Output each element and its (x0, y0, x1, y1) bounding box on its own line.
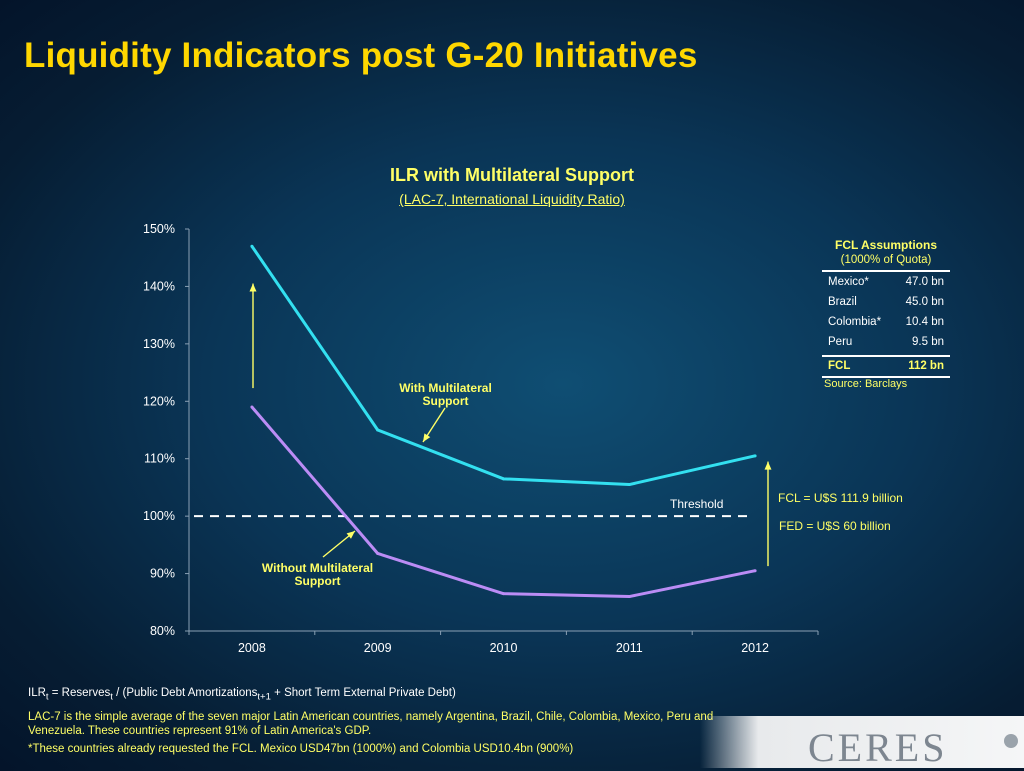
chart-title: ILR with Multilateral Support (390, 165, 634, 185)
fcl-source: Source: Barclays (824, 378, 908, 390)
x-tick-label: 2011 (616, 641, 643, 655)
fcl-total-label: FCL (828, 360, 851, 372)
annotation-without-support: Without Multilateral Support (261, 561, 374, 588)
arrow-head (249, 283, 257, 292)
fcl-total-row: FCL 112 bn (822, 355, 950, 378)
annotation-with-support: With Multilateral Support (399, 381, 492, 408)
fcl-total-value: 112 bn (908, 360, 944, 372)
y-tick-label: 120% (143, 394, 175, 408)
ilr-text: ILR (28, 687, 46, 699)
lac7-definition: LAC-7 is the simple average of the seven… (28, 711, 714, 738)
data-point (627, 595, 631, 599)
ceres-logo: CERES (808, 725, 948, 770)
chart-lines (194, 244, 757, 599)
arrow-head (764, 461, 772, 470)
slide-title: Liquidity Indicators post G-20 Initiativ… (24, 36, 698, 75)
fcl-row: Brazil 45.0 bn (822, 292, 950, 312)
chart-arrows (249, 283, 772, 567)
fcl-row: Colombia* 10.4 bn (822, 312, 950, 332)
y-tick-label: 130% (143, 337, 175, 351)
fcl-amount-label: FCL = U$S 111.9 billion (778, 491, 903, 505)
series-line-with-support (250, 245, 756, 487)
ilr-subscript: t (45, 691, 49, 703)
chart-axes (188, 229, 818, 632)
data-point (250, 405, 254, 409)
ilr-subscript: t+1 (257, 691, 271, 703)
y-tick-label: 100% (143, 509, 175, 523)
fcl-row: Mexico* 47.0 bn (822, 272, 950, 292)
y-tick-label: 80% (150, 624, 175, 638)
ilr-definition: ILRt = Reservest / (Public Debt Amortiza… (28, 686, 718, 704)
y-tick-label: 140% (143, 279, 175, 293)
fcl-row: Peru 9.5 bn (822, 332, 950, 352)
data-point (753, 454, 757, 458)
logo-dot-icon (1004, 734, 1018, 748)
logo-band (700, 716, 1024, 768)
data-point (502, 592, 505, 596)
threshold-label: Threshold (670, 497, 724, 511)
ilr-text: / (Public Debt Amortizations (112, 687, 258, 699)
ilr-subscript: t (110, 691, 113, 703)
data-point (376, 428, 380, 432)
arrow-head (423, 433, 431, 442)
data-point (250, 244, 254, 248)
fcl-value: 47.0 bn (905, 276, 944, 288)
x-tick-label: 2008 (238, 641, 266, 655)
ilr-text: + Short Term External Private Debt) (270, 687, 456, 699)
data-point (376, 551, 380, 555)
data-point (627, 483, 631, 487)
fcl-country: Mexico* (828, 276, 869, 288)
fcl-value: 45.0 bn (905, 296, 944, 308)
x-tick-label: 2010 (490, 641, 518, 655)
x-tick-label: 2009 (364, 641, 392, 655)
fcl-table-subtitle: (1000% of Quota) (822, 254, 950, 272)
y-tick-label: 90% (150, 567, 175, 581)
ilr-text: = Reserves (48, 687, 111, 699)
data-point (753, 569, 757, 573)
arrow-head (346, 531, 355, 539)
x-tick-label: 2012 (741, 641, 769, 655)
fcl-footnote: *These countries already requested the F… (28, 743, 574, 756)
chart-subtitle: (LAC-7, International Liquidity Ratio) (399, 191, 625, 207)
fcl-country: Peru (828, 336, 853, 348)
footnotes: ILRt = Reservest / (Public Debt Amortiza… (28, 686, 718, 756)
fcl-assumptions-table: FCL Assumptions (1000% of Quota) Mexico*… (822, 238, 950, 378)
fcl-country: Brazil (828, 296, 857, 308)
fcl-country: Colombia* (828, 316, 882, 328)
y-tick-label: 110% (144, 452, 175, 466)
fcl-value: 10.4 bn (905, 316, 944, 328)
y-tick-label: 150% (143, 222, 175, 236)
fcl-table-title: FCL Assumptions (834, 238, 937, 252)
data-point (502, 477, 505, 481)
chart-ticks: 80% 90% 100% 110% 120% 130% 140% 150% 2008 2009 20… (143, 222, 819, 655)
fcl-value: 9.5 bn (912, 336, 944, 348)
fed-amount-label: FED = U$S 60 billion (779, 519, 891, 533)
